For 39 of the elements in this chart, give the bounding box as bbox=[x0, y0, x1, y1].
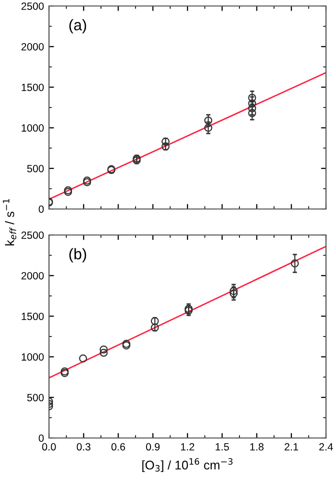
point bbox=[204, 124, 212, 132]
x-tick-label: 1.8 bbox=[250, 443, 264, 451]
x-axis-title: [O$_{3}$] / 10$^{16}$ cm$^{−3}$ bbox=[142, 458, 233, 472]
point bbox=[100, 345, 108, 354]
x-tick-label: 1.5 bbox=[216, 443, 229, 451]
x-tick-label: 0.3 bbox=[76, 443, 90, 451]
y-tick-label: 2500 bbox=[21, 232, 44, 239]
x-tick-label: 2.1 bbox=[284, 443, 298, 450]
annotation: (b) bbox=[69, 248, 86, 262]
y-tick-label: 0 bbox=[38, 206, 44, 213]
point bbox=[230, 287, 238, 296]
point bbox=[248, 109, 256, 118]
point bbox=[204, 116, 212, 125]
x-tick-label: 2.4 bbox=[319, 443, 333, 450]
annotation: (a) bbox=[69, 19, 86, 34]
point bbox=[248, 104, 256, 112]
y-tick-label: 1500 bbox=[22, 84, 44, 92]
y-tick-label: 1500 bbox=[22, 312, 44, 320]
point bbox=[79, 354, 88, 362]
y-tick-label: 2500 bbox=[21, 2, 44, 10]
y-axis-title: k$_{eff}$ / s$^{−1}$ bbox=[2, 199, 16, 246]
point bbox=[248, 99, 256, 108]
y-tick-label: 1000 bbox=[22, 124, 44, 132]
point bbox=[60, 367, 69, 376]
point bbox=[60, 369, 69, 378]
point bbox=[248, 94, 256, 102]
y-tick-label: 2000 bbox=[21, 272, 44, 280]
x-tick-label: 0.9 bbox=[146, 443, 160, 451]
x-tick-label: 0.0 bbox=[42, 443, 56, 451]
y-tick-label: 500 bbox=[27, 394, 44, 402]
y-tick-label: 500 bbox=[27, 164, 44, 172]
point bbox=[100, 348, 108, 357]
y-tick-label: 0 bbox=[38, 434, 44, 442]
x-tick-label: 1.2 bbox=[181, 443, 194, 450]
point bbox=[290, 259, 299, 268]
y-tick-label: 1000 bbox=[22, 353, 44, 361]
point bbox=[230, 289, 238, 298]
x-tick-label: 0.6 bbox=[111, 443, 126, 451]
y-tick-label: 2000 bbox=[21, 43, 44, 50]
